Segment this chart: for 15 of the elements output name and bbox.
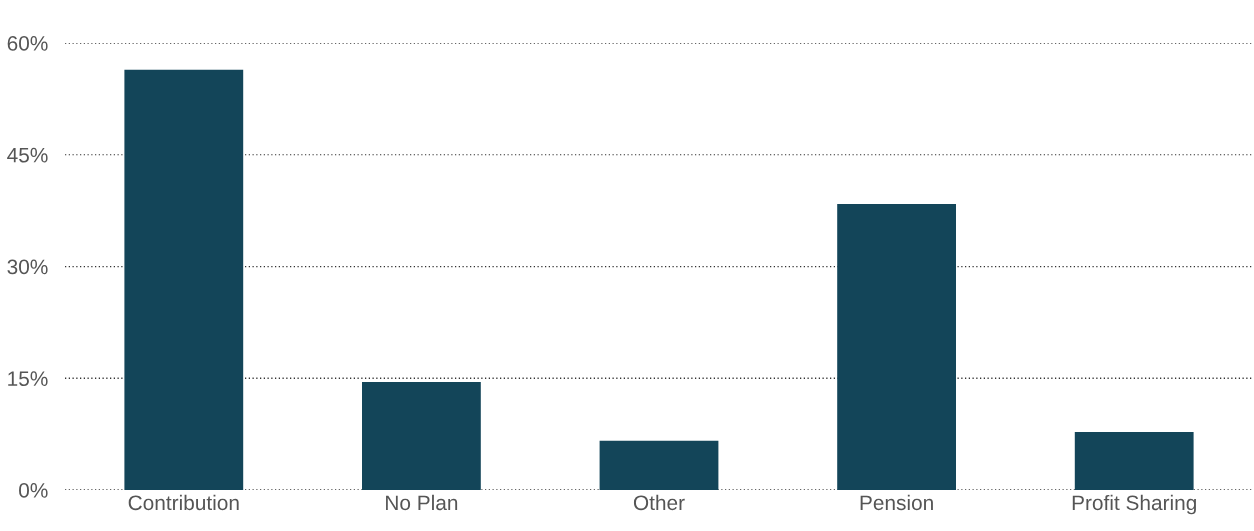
bar [837, 203, 956, 490]
x-tick-label: Pension [860, 494, 933, 511]
y-tick-label: 60% [7, 36, 48, 51]
y-tick-label: 45% [7, 147, 48, 163]
bar [1074, 431, 1194, 490]
y-tick-label: 15% [8, 371, 48, 386]
x-tick-label: Profit Sharing [1072, 494, 1196, 515]
bar [599, 440, 719, 490]
x-tick-label: No Plan [386, 494, 458, 511]
bar [124, 69, 244, 490]
y-tick-label: 30% [7, 259, 48, 275]
y-tick-label: 0% [19, 483, 48, 498]
x-tick-label: Contribution [128, 494, 239, 511]
bar [362, 381, 481, 490]
x-tick-label: Other [633, 494, 685, 511]
